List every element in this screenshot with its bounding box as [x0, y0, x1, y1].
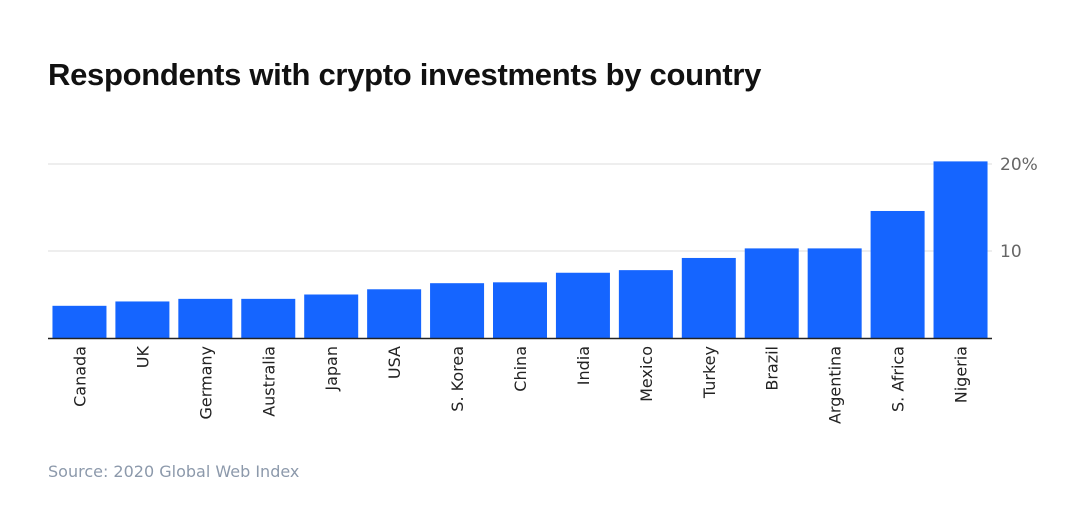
x-tick-label: Canada	[70, 346, 89, 407]
bar-canada	[52, 305, 107, 338]
y-axis-ticks: 10 20%	[1000, 155, 1038, 262]
bar-japan	[304, 294, 359, 338]
bar-mexico	[618, 270, 673, 338]
bar-india	[555, 272, 610, 338]
x-tick-label: Japan	[322, 346, 341, 392]
x-tick-label: UK	[133, 345, 152, 368]
bar-usa	[367, 289, 422, 338]
chart-title: Respondents with crypto investments by c…	[48, 57, 762, 92]
x-tick-label: USA	[385, 346, 404, 379]
x-axis-labels: Canada UK Germany Australia Japan USA S. Korea…	[70, 345, 970, 424]
bar-argentina	[807, 248, 862, 338]
bar-uk	[115, 301, 170, 338]
y-tick-label: 10	[1000, 242, 1022, 262]
bar-brazil	[744, 248, 799, 338]
bar-australia	[241, 298, 296, 338]
bar-nigeria	[933, 161, 988, 338]
bar-s-africa	[870, 210, 925, 338]
x-tick-label: Nigeria	[952, 346, 971, 403]
x-tick-label: Turkey	[700, 346, 719, 399]
y-tick-label: 20%	[1000, 155, 1038, 175]
bars	[52, 161, 988, 338]
bar-turkey	[681, 257, 736, 338]
x-tick-label: Argentina	[826, 346, 845, 424]
x-tick-label: Brazil	[763, 346, 782, 391]
x-tick-label: China	[511, 346, 530, 392]
bar-china	[493, 282, 547, 338]
bar-germany	[178, 298, 233, 338]
x-tick-label: Australia	[259, 346, 278, 417]
x-tick-label: S. Africa	[889, 346, 908, 412]
gridlines	[48, 163, 992, 252]
source-note: Source: 2020 Global Web Index	[48, 462, 300, 481]
x-tick-label: Mexico	[637, 346, 656, 402]
x-tick-label: Germany	[196, 346, 215, 420]
bar-s-korea	[430, 283, 485, 338]
x-tick-label: India	[574, 346, 593, 385]
x-tick-label: S. Korea	[448, 346, 467, 412]
